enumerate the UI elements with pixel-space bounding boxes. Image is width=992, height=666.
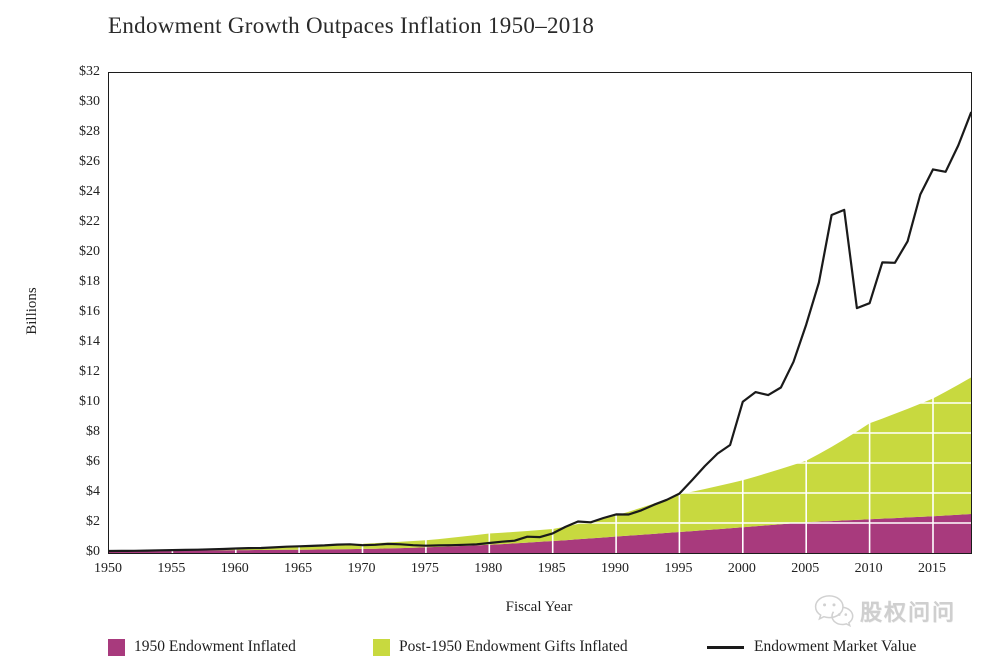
- watermark: 股权问问: [814, 594, 956, 628]
- x-tick-label: 1975: [410, 561, 439, 576]
- chart-canvas: [109, 73, 971, 553]
- legend-label: 1950 Endowment Inflated: [134, 638, 296, 655]
- green-swatch-icon: [373, 638, 390, 656]
- plot-area: [108, 72, 972, 554]
- x-tick-label: 1955: [157, 561, 186, 576]
- x-tick-label: 1965: [284, 561, 313, 576]
- x-tick-label: 2005: [791, 561, 820, 576]
- x-tick-label: 1960: [220, 561, 249, 576]
- magenta-swatch-icon: [108, 638, 125, 656]
- white-gridlines: [109, 73, 971, 553]
- legend: 1950 Endowment Inflated Post-1950 Endowm…: [0, 636, 992, 660]
- x-tick-label: 1990: [601, 561, 630, 576]
- x-tick-label: 2000: [727, 561, 756, 576]
- legend-label: Endowment Market Value: [754, 638, 917, 655]
- y-tick-label: $22: [79, 214, 100, 229]
- watermark-text: 股权问问: [860, 600, 957, 625]
- x-tick-label: 1970: [347, 561, 376, 576]
- x-tick-label: 1980: [474, 561, 503, 576]
- y-tick-label: $10: [79, 394, 100, 409]
- area-post-1950-gifts-inflated: [109, 377, 971, 551]
- y-tick-label: $16: [79, 304, 100, 319]
- y-tick-label: $18: [79, 274, 100, 289]
- y-tick-label: $8: [86, 424, 100, 439]
- y-tick-label: $12: [79, 364, 100, 379]
- legend-item-post-1950-gifts-inflated: Post-1950 Endowment Gifts Inflated: [373, 636, 628, 658]
- y-tick-label: $6: [86, 454, 100, 469]
- x-tick-label: 2015: [917, 561, 946, 576]
- endowment-market-value-line: [109, 111, 971, 553]
- x-axis-title: Fiscal Year: [505, 599, 573, 615]
- y-tick-label: $30: [79, 94, 100, 109]
- legend-label: Post-1950 Endowment Gifts Inflated: [399, 638, 628, 655]
- black-line-swatch-icon: [707, 645, 744, 649]
- y-tick-label: $24: [79, 184, 100, 199]
- y-tick-label: $4: [86, 484, 100, 499]
- y-tick-label: $0: [86, 544, 100, 559]
- legend-item-1950-endowment-inflated: 1950 Endowment Inflated: [108, 636, 296, 658]
- x-tick-label: 1995: [664, 561, 693, 576]
- y-tick-label: $28: [79, 124, 100, 139]
- y-tick-label: $32: [79, 64, 100, 79]
- y-tick-label: $20: [79, 244, 100, 259]
- legend-item-endowment-market-value: Endowment Market Value: [707, 636, 916, 658]
- x-tick-label: 1950: [94, 561, 122, 576]
- area-1950-endowment-inflated: [109, 514, 971, 553]
- chart-title: Endowment Growth Outpaces Inflation 1950…: [108, 13, 595, 38]
- wechat-logo-icon: [814, 595, 854, 628]
- x-tick-label: 2010: [854, 561, 883, 576]
- y-tick-label: $2: [86, 514, 100, 529]
- y-tick-label: $14: [79, 334, 100, 349]
- y-tick-label: $26: [79, 154, 100, 169]
- x-tick-label: 1985: [537, 561, 566, 576]
